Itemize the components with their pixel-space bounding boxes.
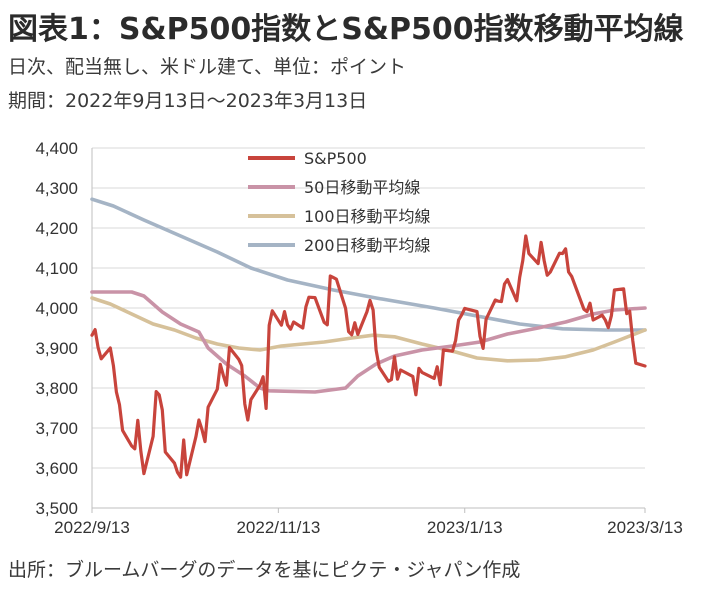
chart-subtitle-period: 期間：2022年9月13日～2023年3月13日 <box>8 90 368 112</box>
y-tick-label: 3,700 <box>35 419 78 438</box>
legend-label-sp500: S&P500 <box>304 149 367 168</box>
series-line-ma100 <box>90 296 647 363</box>
series-line-ma50 <box>90 290 647 394</box>
y-tick-label: 4,200 <box>35 219 78 238</box>
legend-label-ma100: 100日移動平均線 <box>304 207 431 226</box>
y-axis-ticks: 3,500 3,600 3,700 3,800 3,900 4,000 4,100 4,200… <box>35 139 78 518</box>
y-tick-label: 3,600 <box>35 459 78 478</box>
y-tick-label: 3,900 <box>35 339 78 358</box>
chart-title: 図表1：S&P500指数とS&P500指数移動平均線 <box>8 12 684 47</box>
x-axis-ticks: 2022/9/13 2022/11/13 2023/1/13 2023/3/13 <box>54 508 683 537</box>
y-tick-label: 4,000 <box>35 299 78 318</box>
series-line-sp500 <box>90 234 647 479</box>
grid <box>91 147 645 509</box>
x-tick-label: 2022/11/13 <box>236 518 320 537</box>
series-lines <box>90 197 647 479</box>
y-tick-label: 3,800 <box>35 379 78 398</box>
x-tick-label: 2023/1/13 <box>427 518 503 537</box>
y-tick-label: 4,100 <box>35 259 78 278</box>
legend-label-ma200: 200日移動平均線 <box>304 236 431 255</box>
x-tick-label: 2023/3/13 <box>607 518 683 537</box>
y-tick-label: 4,300 <box>35 179 78 198</box>
x-tick-label: 2022/9/13 <box>54 518 130 537</box>
legend-label-ma50: 50日移動平均線 <box>304 178 420 197</box>
y-tick-label: 3,500 <box>35 499 78 518</box>
chart-subtitle-units: 日次、配当無し、米ドル建て、単位：ポイント <box>8 56 407 78</box>
legend: S&P500 50日移動平均線 100日移動平均線 200日移動平均線 <box>248 149 431 255</box>
source-note: 出所：ブルームバーグのデータを基にピクテ・ジャパン作成 <box>8 559 521 581</box>
y-tick-label: 4,400 <box>35 139 78 158</box>
